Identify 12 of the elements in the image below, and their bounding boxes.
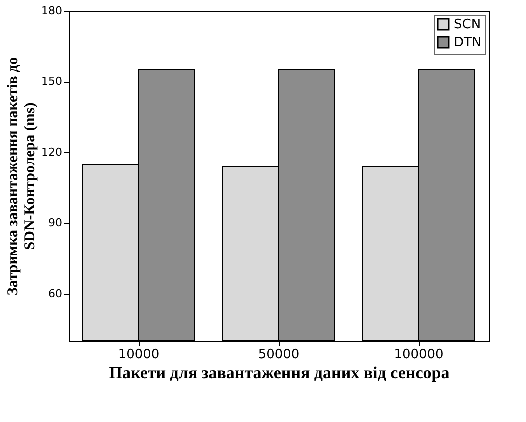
y-tick-label: 120: [42, 146, 62, 159]
x-tick-label: 50000: [258, 348, 300, 362]
y-tick-label: 150: [42, 75, 62, 88]
legend-label: DTN: [454, 36, 482, 50]
y-tick-label: 180: [42, 4, 62, 18]
x-tick-label: 10000: [118, 348, 160, 362]
x-axis-title: Пакети для завантаження даних від сенсора: [109, 364, 450, 382]
y-tick-label: 60: [48, 287, 62, 300]
y-axis-title: Затримка завантаження пакетів до SDN-Контролера (ms): [6, 57, 39, 296]
y-tick-label: 90: [48, 216, 62, 230]
x-tick-label: 100000: [394, 348, 444, 362]
legend-label: SCN: [454, 18, 482, 32]
